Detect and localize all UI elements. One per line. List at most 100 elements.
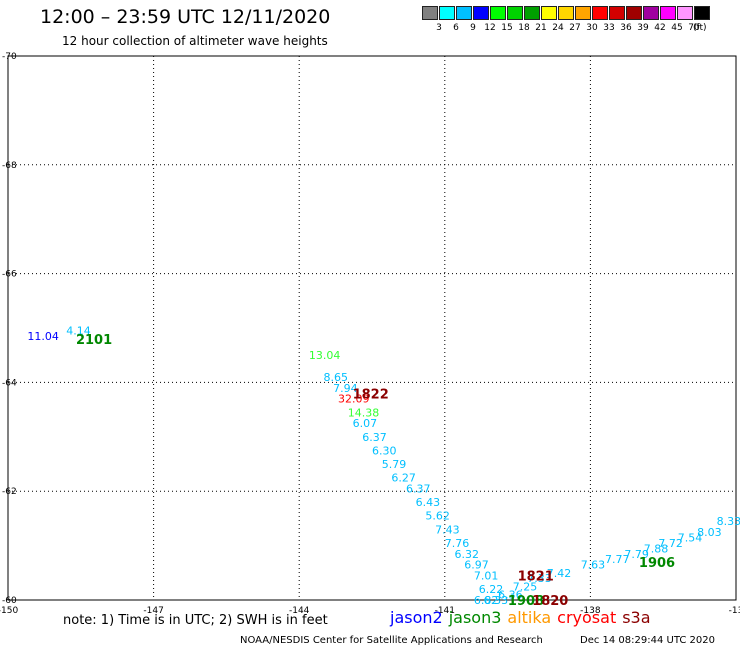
swh-value: 7.43 (435, 523, 460, 536)
legend-label: 9 (470, 23, 476, 33)
swh-value: 8.65 (323, 371, 348, 384)
pass-time-label: 2101 (76, 333, 112, 348)
x-tick-label: -150 (0, 606, 18, 616)
legend-label: 3 (436, 23, 442, 33)
swh-value: 7.42 (547, 567, 572, 580)
satellite-jason3: jason3 (448, 608, 502, 627)
pass-time-label: 1822 (353, 387, 389, 402)
y-tick-label: -62 (2, 487, 17, 497)
swh-value: 6.43 (416, 496, 441, 509)
swh-value: 6.36 (498, 589, 522, 602)
y-tick-label: -70 (2, 52, 17, 62)
legend-label: 24 (552, 23, 564, 33)
swh-value: 32.09 (338, 393, 370, 406)
satellite-altika: altika (507, 608, 552, 627)
x-tick-label: -13 (729, 606, 740, 616)
pass-time-label: 1821 (518, 570, 554, 585)
y-tick-label: -64 (2, 378, 17, 388)
swh-value: 6.32 (455, 548, 480, 561)
satellite-jason2: jason2 (390, 608, 443, 627)
swh-value: 8.03 (697, 526, 722, 539)
legend-label: 27 (569, 23, 581, 33)
legend-swatch (694, 6, 710, 20)
satellite-cryosat: cryosat (557, 608, 617, 627)
satellite-s3a: s3a (622, 608, 651, 627)
swh-value: 6.07 (353, 417, 378, 430)
legend-unit: (ft) (693, 23, 707, 33)
x-tick-label: -141 (435, 606, 455, 616)
satellite-legend: jason2 jason3 altika cryosat s3a (390, 608, 657, 627)
swh-value: 6.37 (362, 431, 387, 444)
legend-swatch (609, 6, 625, 20)
swh-value: 7.88 (644, 542, 669, 555)
x-tick-label: -147 (143, 606, 163, 616)
swh-value: 7.25 (513, 580, 538, 593)
legend-label: 21 (535, 23, 547, 33)
legend-swatch (473, 6, 489, 20)
y-tick-label: -60 (2, 596, 17, 606)
swh-value: 7.79 (624, 548, 649, 561)
pass-time-label: 1908 (508, 594, 544, 609)
legend-label: 42 (654, 23, 666, 33)
legend-label: 33 (603, 23, 615, 33)
legend-swatch (643, 6, 659, 20)
y-tick-label: -68 (2, 161, 17, 171)
legend-swatch (558, 6, 574, 20)
swh-value: 7.76 (445, 537, 470, 550)
x-tick-label: -138 (580, 606, 601, 616)
legend-label: 45 (671, 23, 683, 33)
legend-swatch (575, 6, 591, 20)
swh-value: 6.30 (372, 444, 397, 457)
swh-value: 5.79 (382, 458, 407, 471)
legend-swatch (541, 6, 557, 20)
legend-swatch (456, 6, 472, 20)
timestamp: Dec 14 08:29:44 UTC 2020 (580, 635, 715, 646)
legend-swatch (524, 6, 540, 20)
map-frame (7, 55, 737, 601)
legend-swatch (507, 6, 523, 20)
pass-time-label: 1820 (532, 594, 568, 609)
legend-label: 6 (453, 23, 459, 33)
pass-time-label: 1906 (639, 556, 675, 571)
swh-value: 5.62 (425, 510, 450, 523)
swh-value: 6.82 (474, 594, 499, 607)
swh-value: 7.01 (474, 570, 499, 583)
swh-value: 6.37 (406, 482, 431, 495)
legend-swatch (422, 6, 438, 20)
y-tick-label: -66 (2, 270, 17, 280)
legend-swatch (626, 6, 642, 20)
swh-value: 8.33 (717, 515, 740, 528)
legend-swatch (660, 6, 676, 20)
credit-line: NOAA/NESDIS Center for Satellite Applica… (240, 635, 543, 646)
x-tick-label: -144 (289, 606, 310, 616)
chart-subtitle: 12 hour collection of altimeter wave hei… (62, 34, 328, 48)
swh-value: 7.33 (527, 572, 552, 585)
legend-swatch (490, 6, 506, 20)
legend-label: 30 (586, 23, 598, 33)
swh-value: 7.54 (678, 531, 703, 544)
legend-label: 36 (620, 23, 632, 33)
swh-value: 6.27 (391, 472, 416, 485)
swh-value: 7.94 (333, 382, 358, 395)
chart-title: 12:00 – 23:59 UTC 12/11/2020 (40, 6, 331, 28)
legend-swatch (592, 6, 608, 20)
swh-value: 7.63 (581, 559, 606, 572)
swh-value: 14.38 (348, 406, 380, 419)
swh-value: 7.72 (658, 537, 683, 550)
swh-value: 4.14 (66, 325, 91, 338)
swh-value: 6.97 (464, 559, 489, 572)
legend-label: 39 (637, 23, 649, 33)
footer-note: note: 1) Time is in UTC; 2) SWH is in fe… (63, 613, 328, 628)
legend-swatch (439, 6, 455, 20)
legend-label: 12 (484, 23, 496, 33)
swh-value: 11.04 (27, 330, 59, 343)
legend-label: 15 (501, 23, 513, 33)
legend-label: 18 (518, 23, 530, 33)
legend-swatch (677, 6, 693, 20)
swh-value: 7.77 (605, 553, 630, 566)
swh-value: 13.04 (309, 349, 341, 362)
swh-value: 6.22 (479, 583, 504, 596)
swh-value: 6.33 (484, 594, 509, 607)
legend-label: 70 (688, 23, 700, 33)
